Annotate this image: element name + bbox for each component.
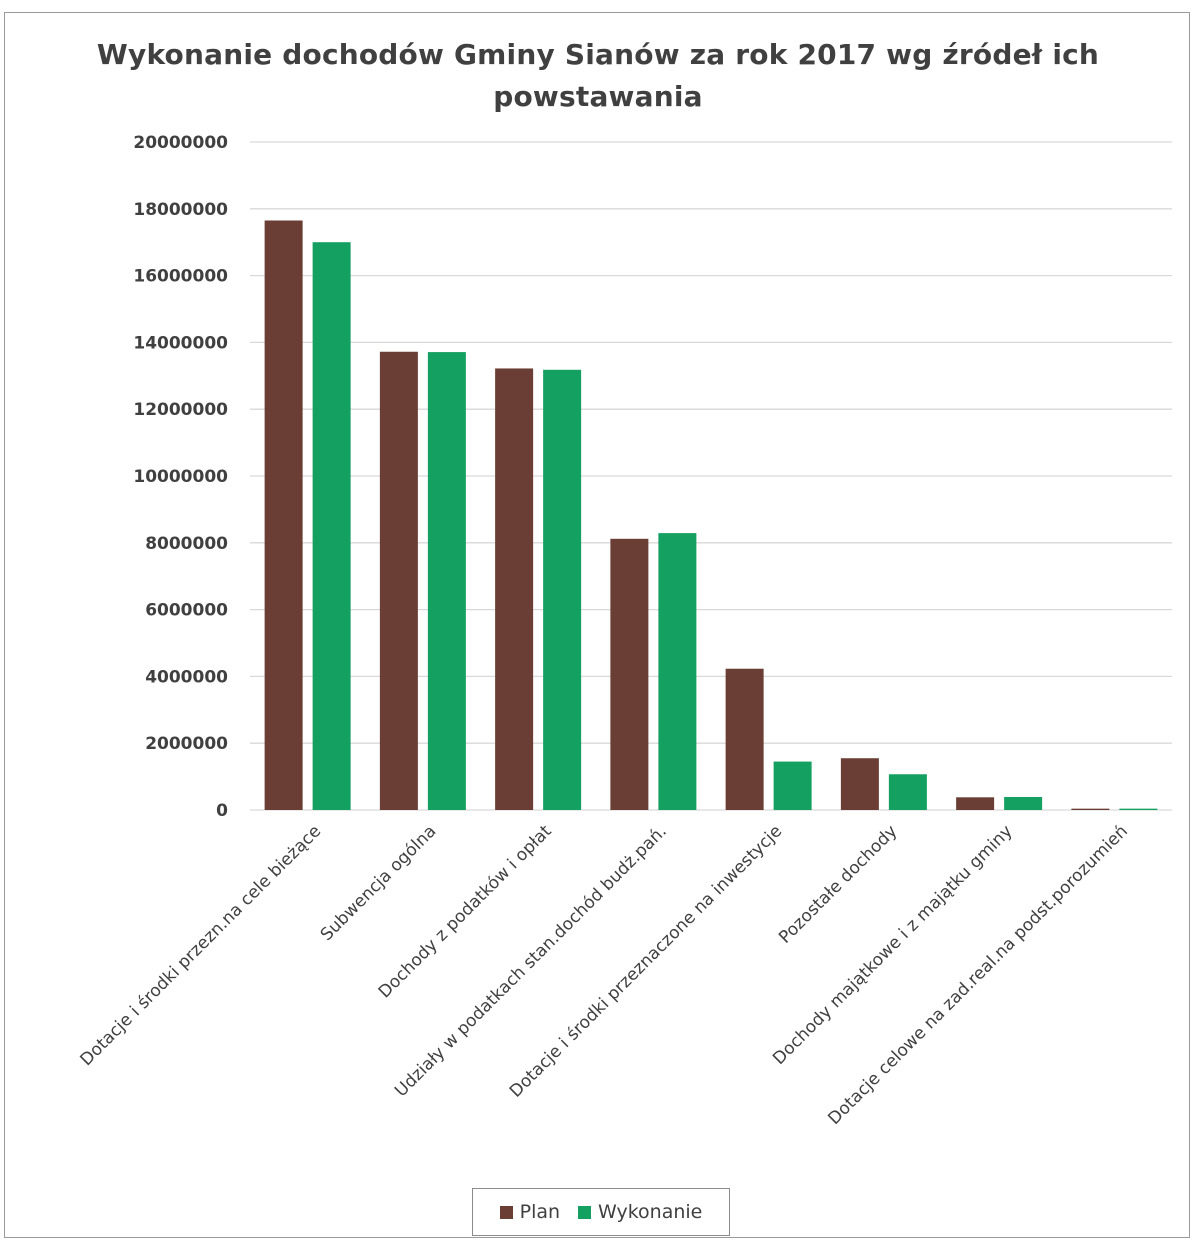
y-tick-label-10: 20000000 <box>133 133 228 153</box>
x-category-label-3: Udziały w podatkach stan.dochód budż.pań… <box>391 821 671 1101</box>
x-category-label-5: Pozostałe dochody <box>775 821 901 947</box>
y-tick-label-1: 2000000 <box>145 734 228 754</box>
bar-wykonanie-4 <box>773 761 812 810</box>
x-category-label-4: Dotacje i środki przeznaczone na inwesty… <box>506 821 786 1101</box>
bar-plan-4 <box>725 668 764 810</box>
chart-title-line-2: powstawania <box>493 80 703 113</box>
bar-wykonanie-5 <box>888 774 927 810</box>
legend-item-plan: Plan <box>499 1201 561 1223</box>
y-tick-label-5: 10000000 <box>133 467 228 487</box>
chart-title: Wykonanie dochodów Gminy Sianów za rok 2… <box>0 34 1196 118</box>
x-category-label-6: Dochody majątkowe i z majątku gminy <box>769 821 1017 1069</box>
bar-wykonanie-1 <box>427 352 466 810</box>
bar-plan-0 <box>264 220 303 811</box>
y-axis: 0 2000000 4000000 6000000 8000000 10000000 120… <box>133 133 228 821</box>
chart-frame <box>4 12 1190 1238</box>
legend-item-wykonanie: Wykonanie <box>578 1201 702 1223</box>
bar-wykonanie-3 <box>658 533 697 810</box>
bar-plan-6 <box>956 797 995 810</box>
legend-label-wykonanie: Wykonanie <box>598 1201 703 1223</box>
bar-plan-2 <box>495 368 534 810</box>
bar-wykonanie-0 <box>312 242 351 810</box>
bar-plan-7 <box>1071 808 1110 810</box>
legend: Plan Wykonanie <box>472 1188 730 1236</box>
bar-plan-3 <box>610 538 649 810</box>
y-tick-label-3: 6000000 <box>145 601 228 621</box>
bar-wykonanie-6 <box>1004 796 1043 810</box>
legend-swatch-plan <box>499 1205 513 1219</box>
legend-label-plan: Plan <box>519 1201 561 1223</box>
y-tick-label-0: 0 <box>216 801 228 821</box>
bars <box>264 220 1158 811</box>
chart-title-line-1: Wykonanie dochodów Gminy Sianów za rok 2… <box>96 38 1100 71</box>
x-category-label-0: Dotacje i środki przezn.na cele bieżące <box>77 821 326 1070</box>
y-tick-label-8: 16000000 <box>133 267 228 287</box>
x-category-label-1: Subwencja ogólna <box>317 821 441 945</box>
bar-wykonanie-2 <box>543 369 582 810</box>
x-axis: Dotacje i środki przezn.na cele bieżąceS… <box>77 821 1132 1129</box>
y-tick-label-7: 14000000 <box>133 333 228 353</box>
y-tick-label-2: 4000000 <box>145 667 228 687</box>
bar-plan-1 <box>379 351 418 810</box>
bar-plan-5 <box>840 758 879 810</box>
y-tick-label-9: 18000000 <box>133 200 228 220</box>
legend-swatch-wykonanie <box>578 1205 592 1219</box>
y-tick-label-4: 8000000 <box>145 534 228 554</box>
bar-wykonanie-7 <box>1119 808 1158 810</box>
y-tick-label-6: 12000000 <box>133 400 228 420</box>
